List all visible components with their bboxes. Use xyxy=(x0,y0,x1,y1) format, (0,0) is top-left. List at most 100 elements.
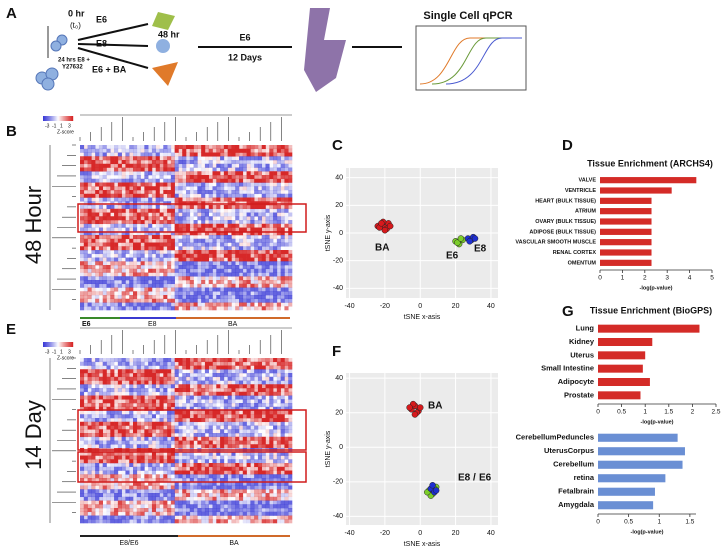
heat-cell xyxy=(197,160,201,164)
heat-cell xyxy=(80,213,84,217)
heat-cell xyxy=(262,486,266,490)
heat-cell xyxy=(178,149,182,153)
heat-cell xyxy=(269,156,273,160)
heat-cell xyxy=(216,512,220,516)
heat-cell xyxy=(114,224,118,228)
heat-cell xyxy=(190,418,194,422)
heat-cell xyxy=(156,414,160,418)
heat-cell xyxy=(175,220,179,224)
heat-cell xyxy=(277,186,281,190)
heat-cell xyxy=(213,467,217,471)
heat-cell xyxy=(163,220,167,224)
heat-cell xyxy=(197,486,201,490)
heat-cell xyxy=(194,441,198,445)
heat-cell xyxy=(258,194,262,198)
heat-cell xyxy=(137,153,141,157)
heat-cell xyxy=(99,145,103,149)
heat-cell xyxy=(258,153,262,157)
heat-cell xyxy=(250,306,254,310)
heat-cell xyxy=(167,456,171,460)
heat-cell xyxy=(220,384,224,388)
heat-cell xyxy=(205,306,209,310)
heat-cell xyxy=(284,474,288,478)
heat-cell xyxy=(110,384,114,388)
heat-cell xyxy=(213,291,217,295)
heat-cell xyxy=(194,377,198,381)
heat-cell xyxy=(163,474,167,478)
heat-cell xyxy=(235,467,239,471)
heat-cell xyxy=(152,362,156,366)
heat-cell xyxy=(91,303,95,307)
heat-cell xyxy=(239,366,243,370)
heat-cell xyxy=(273,369,277,373)
heat-cell xyxy=(201,228,205,232)
heat-cell xyxy=(197,171,201,175)
heat-cell xyxy=(103,220,107,224)
heat-cell xyxy=(209,497,213,501)
heat-cell xyxy=(144,493,148,497)
heat-cell xyxy=(205,403,209,407)
heat-cell xyxy=(84,194,88,198)
heat-cell xyxy=(107,258,111,262)
heat-cell xyxy=(133,369,137,373)
heat-cell xyxy=(190,265,194,269)
heat-cell xyxy=(201,512,205,516)
heat-cell xyxy=(118,243,122,247)
heat-cell xyxy=(231,258,235,262)
heat-cell xyxy=(178,433,182,437)
heat-cell xyxy=(284,418,288,422)
heat-cell xyxy=(129,145,133,149)
heat-cell xyxy=(250,366,254,370)
heat-cell xyxy=(141,284,145,288)
heat-cell xyxy=(194,411,198,415)
heat-cell xyxy=(148,433,152,437)
heat-cell xyxy=(186,194,190,198)
heat-cell xyxy=(220,246,224,250)
heat-cell xyxy=(80,444,84,448)
heat-cell xyxy=(163,243,167,247)
heat-cell xyxy=(201,362,205,366)
heat-cell xyxy=(114,246,118,250)
heat-cell xyxy=(114,493,118,497)
heat-cell xyxy=(114,456,118,460)
heat-cell xyxy=(129,377,133,381)
heat-cell xyxy=(95,269,99,273)
heat-cell xyxy=(247,145,251,149)
heat-cell xyxy=(205,224,209,228)
heat-cell xyxy=(231,280,235,284)
heat-cell xyxy=(243,399,247,403)
heat-cell xyxy=(99,220,103,224)
heat-cell xyxy=(156,377,160,381)
heat-cell xyxy=(110,186,114,190)
heat-cell xyxy=(141,280,145,284)
heat-cell xyxy=(216,299,220,303)
heat-cell xyxy=(243,444,247,448)
heat-cell xyxy=(133,429,137,433)
heat-cell xyxy=(88,303,92,307)
heat-cell xyxy=(284,512,288,516)
heat-cell xyxy=(178,291,182,295)
heat-cell xyxy=(178,384,182,388)
heat-cell xyxy=(231,205,235,209)
heat-cell xyxy=(118,422,122,426)
heat-cell xyxy=(152,194,156,198)
heat-cell xyxy=(231,156,235,160)
heat-cell xyxy=(266,501,270,505)
heat-cell xyxy=(216,145,220,149)
heat-cell xyxy=(118,392,122,396)
heat-cell xyxy=(95,441,99,445)
heat-cell xyxy=(91,497,95,501)
heat-cell xyxy=(167,433,171,437)
heat-cell xyxy=(99,168,103,172)
heat-cell xyxy=(167,504,171,508)
heat-cell xyxy=(182,467,186,471)
heat-cell xyxy=(103,392,107,396)
heat-cell xyxy=(269,153,273,157)
heat-cell xyxy=(209,508,213,512)
heat-cell xyxy=(216,175,220,179)
heat-cell xyxy=(186,366,190,370)
heat-cell xyxy=(118,396,122,400)
heat-cell xyxy=(205,164,209,168)
heat-cell xyxy=(95,194,99,198)
heat-cell xyxy=(216,265,220,269)
